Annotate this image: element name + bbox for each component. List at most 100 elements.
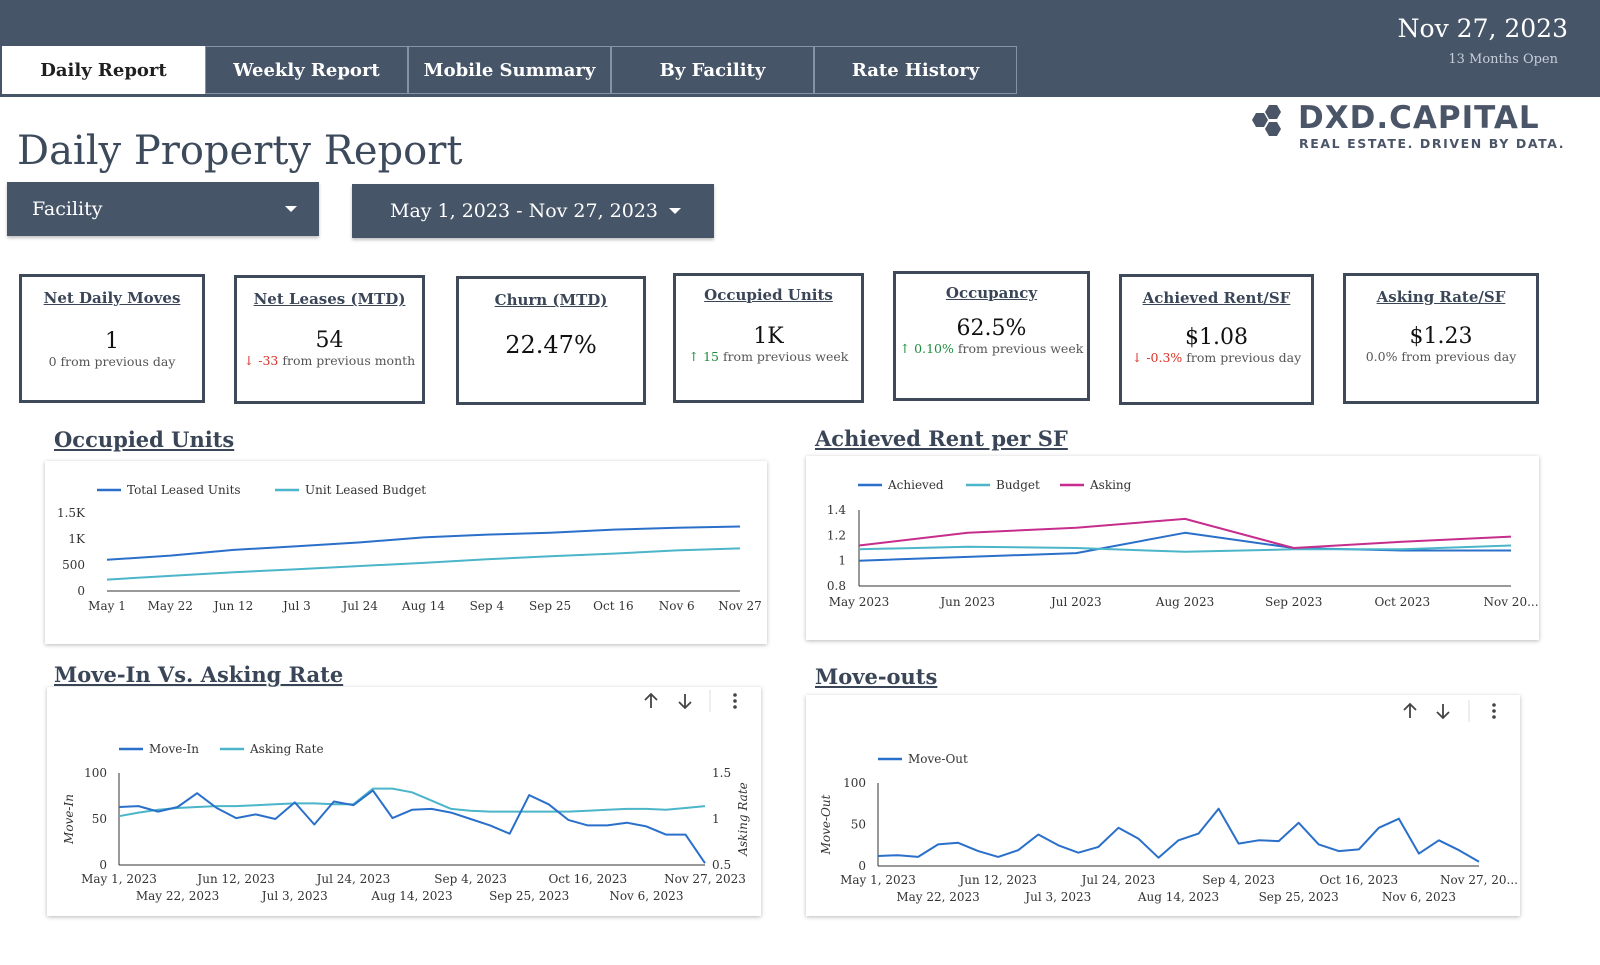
x-tick-label: Aug 2023 — [1155, 595, 1214, 609]
tab-rate-history[interactable]: Rate History — [814, 46, 1017, 94]
x-tick-label: Nov 6, 2023 — [609, 889, 683, 903]
x-tick-label: Sep 25 — [529, 599, 571, 613]
kpi-churn: Churn (MTD) 22.47% — [456, 276, 646, 405]
kpi-title[interactable]: Achieved Rent/SF — [1142, 289, 1291, 307]
kpi-title[interactable]: Occupied Units — [704, 286, 833, 304]
move-outs-chart: Move-Out 0 50 100 Move-Out May 1, 2023 Jun 12,… — [819, 700, 1518, 904]
x-tick-label: Jun 12 — [212, 599, 253, 613]
tab-daily-report[interactable]: Daily Report — [2, 46, 205, 94]
more-options-icon[interactable] — [1492, 715, 1496, 719]
y2-tick-label: 1 — [712, 812, 720, 826]
more-options-icon[interactable] — [733, 699, 737, 703]
kpi-occupied-units: Occupied Units 1K ↑ 15 from previous wee… — [673, 273, 864, 403]
x-tick-label: May 1, 2023 — [840, 873, 916, 887]
y-tick-label: 1.4 — [827, 503, 846, 517]
report-date: Nov 27, 2023 — [1397, 14, 1568, 43]
more-options-icon[interactable] — [733, 705, 737, 709]
move-out-line — [877, 807, 1480, 863]
x-tick-label: Aug 14, 2023 — [1137, 890, 1219, 904]
kpi-value: $1.23 — [1409, 324, 1473, 349]
top-header-bar — [0, 0, 1600, 97]
kpi-title[interactable]: Asking Rate/SF — [1376, 288, 1506, 306]
section-title-move-in[interactable]: Move-In Vs. Asking Rate — [54, 662, 344, 687]
section-title-achieved-rent[interactable]: Achieved Rent per SF — [815, 426, 1068, 451]
sort-descending-icon[interactable] — [1436, 704, 1450, 720]
y-tick-label: 0 — [77, 584, 85, 598]
kpi-value: $1.08 — [1185, 325, 1248, 350]
legend-label: Asking Rate — [249, 742, 324, 756]
facility-dropdown-label: Facility — [32, 198, 103, 220]
caret-down-icon — [285, 206, 297, 212]
y-tick-label: 1K — [68, 532, 86, 546]
hexagon-logo-icon — [1252, 105, 1281, 136]
logo-name: DXD.CAPITAL — [1298, 100, 1540, 136]
months-open: 13 Months Open — [1448, 52, 1558, 67]
x-tick-label: Jul 24 — [340, 599, 378, 613]
caret-down-icon — [669, 208, 681, 214]
section-title-occupied-units[interactable]: Occupied Units — [54, 427, 235, 452]
x-tick-label: Aug 14, 2023 — [370, 889, 452, 903]
legend-label: Move-In — [149, 742, 199, 756]
kpi-delta: ↓ -0.3% from previous day — [1131, 350, 1302, 365]
x-tick-label: Oct 2023 — [1374, 595, 1430, 609]
x-tick-label: Sep 25, 2023 — [489, 889, 569, 903]
x-tick-label: Jul 3 — [281, 599, 311, 613]
sort-ascending-icon[interactable] — [644, 692, 658, 708]
kpi-value: 1K — [753, 324, 784, 349]
legend-label: Budget — [996, 478, 1040, 492]
x-tick-label: Oct 16, 2023 — [1319, 873, 1398, 887]
y-tick-label: 50 — [851, 818, 866, 832]
x-tick-label: Jul 3, 2023 — [1023, 890, 1091, 904]
y-tick-label: 1.2 — [827, 528, 846, 542]
kpi-net-leases: Net Leases (MTD) 54 ↓ -33 from previous … — [234, 275, 425, 404]
x-tick-label: Jun 2023 — [938, 595, 995, 609]
arrow-up-icon: ↑ — [688, 349, 700, 364]
facility-dropdown[interactable]: Facility — [7, 182, 319, 236]
section-title-move-outs[interactable]: Move-outs — [815, 664, 938, 689]
x-tick-label: Nov 27, 20... — [1440, 873, 1518, 887]
kpi-title[interactable]: Occupancy — [945, 284, 1038, 302]
sort-ascending-icon[interactable] — [1403, 702, 1417, 718]
x-tick-label: May 1, 2023 — [81, 872, 157, 886]
more-options-icon[interactable] — [733, 693, 737, 697]
kpi-title[interactable]: Net Leases (MTD) — [253, 290, 406, 308]
dxd-logo: DXD.CAPITAL REAL ESTATE. DRIVEN BY DATA. — [1242, 100, 1592, 152]
x-tick-label: Nov 6 — [659, 599, 695, 613]
more-options-icon[interactable] — [1492, 709, 1496, 713]
tab-by-facility[interactable]: By Facility — [611, 46, 814, 94]
x-tick-label: Jul 24, 2023 — [1080, 873, 1156, 887]
series-line — [858, 517, 1512, 549]
kpi-value: 22.47% — [505, 331, 597, 359]
x-tick-label: May 22 — [148, 599, 193, 613]
x-tick-label: Sep 4, 2023 — [1202, 873, 1275, 887]
x-tick-label: Sep 4 — [470, 599, 505, 613]
date-range-dropdown[interactable]: May 1, 2023 - Nov 27, 2023 — [352, 184, 714, 238]
y-axis-label: Move-In — [62, 794, 76, 845]
legend-label: Move-Out — [908, 752, 968, 766]
series-line — [106, 547, 741, 581]
more-options-icon[interactable] — [1492, 703, 1496, 707]
y-tick-label: 100 — [84, 766, 107, 780]
sort-descending-icon[interactable] — [678, 694, 692, 710]
arrow-down-icon: ↓ — [1131, 350, 1143, 365]
tab-weekly-report[interactable]: Weekly Report — [205, 46, 408, 94]
x-tick-label: Nov 20... — [1483, 595, 1538, 609]
move-in-chart-card: Move-In Asking Rate 0 50 100 0.5 1 1.5 Move-In As… — [47, 687, 761, 916]
legend-label: Asking — [1089, 478, 1132, 492]
kpi-value: 1 — [105, 329, 119, 354]
x-tick-label: Jun 12, 2023 — [957, 873, 1037, 887]
occupied-units-chart-card: Total Leased Units Unit Leased Budget 0 500… — [45, 461, 767, 644]
tab-mobile-summary[interactable]: Mobile Summary — [408, 46, 611, 94]
kpi-title[interactable]: Net Daily Moves — [43, 289, 181, 307]
arrow-up-icon: ↑ — [899, 341, 911, 356]
x-tick-label: Jul 3, 2023 — [260, 889, 328, 903]
y-tick-label: 0.8 — [827, 579, 846, 593]
kpi-title[interactable]: Churn (MTD) — [494, 291, 608, 309]
achieved-rent-chart: Achieved Budget Asking 0.8 1 1.2 1.4 May 2023 Ju… — [827, 478, 1539, 609]
page-title: Daily Property Report — [17, 128, 463, 174]
asking-rate-line — [118, 787, 706, 818]
x-tick-label: Nov 27, 2023 — [664, 872, 746, 886]
kpi-achieved-rent: Achieved Rent/SF $1.08 ↓ -0.3% from prev… — [1119, 274, 1314, 405]
legend-label: Achieved — [887, 478, 944, 492]
x-tick-label: Jul 2023 — [1049, 595, 1102, 609]
